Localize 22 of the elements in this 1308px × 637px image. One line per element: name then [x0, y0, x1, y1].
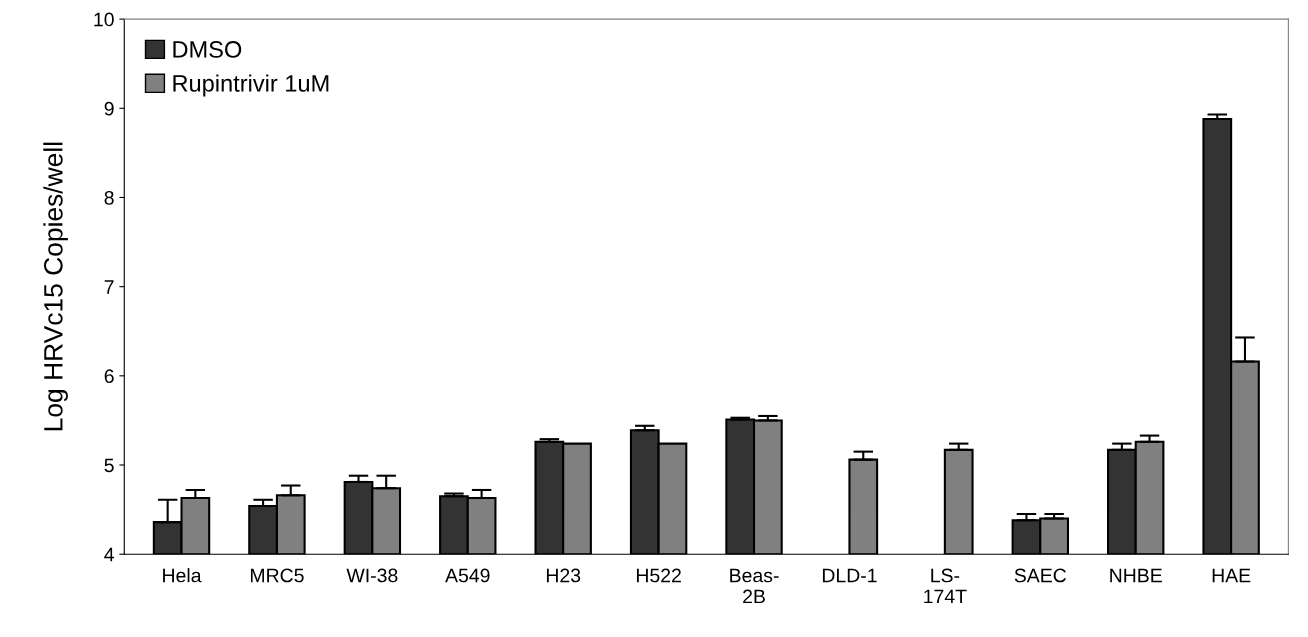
- x-tick-label: HAE: [1212, 568, 1251, 583]
- x-tick-label: Hela: [163, 568, 202, 583]
- x-tick-label: H23: [546, 568, 581, 583]
- y-tick-label: 10: [94, 12, 114, 27]
- x-tick-label: NHBE: [1110, 568, 1162, 583]
- y-axis-title: Log HRVc15 Copies/well: [43, 142, 68, 431]
- legend-label: DMSO: [173, 41, 242, 58]
- y-tick-label: 9: [104, 101, 114, 116]
- x-tick-label: A549: [445, 568, 490, 583]
- x-tick-label: WI-38: [346, 568, 398, 583]
- y-tick-label: 4: [104, 547, 114, 562]
- y-tick-label: 8: [104, 190, 114, 205]
- y-tick-label: 5: [104, 458, 114, 473]
- x-tick-label: LS- 174T: [924, 568, 967, 604]
- x-tick-label: H522: [636, 568, 681, 583]
- legend-label: Rupintrivir 1uM: [173, 74, 329, 97]
- y-tick-label: 7: [104, 280, 114, 294]
- x-tick-label: DLD-1: [822, 568, 877, 583]
- x-tick-label: Beas- 2B: [730, 568, 779, 604]
- x-tick-label: MRC5: [250, 568, 304, 583]
- y-tick-label: 6: [104, 369, 114, 384]
- x-tick-label: SAEC: [1014, 568, 1067, 583]
